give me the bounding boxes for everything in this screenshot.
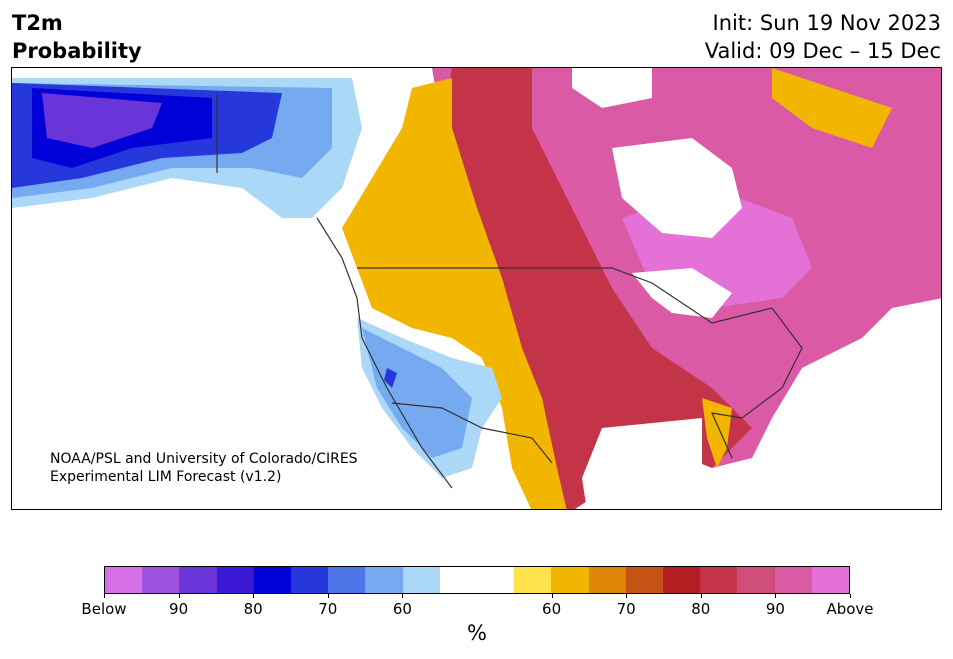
colorbar-tick-mark bbox=[327, 594, 329, 598]
borders bbox=[216, 93, 803, 489]
east-coastline bbox=[710, 307, 803, 459]
colorbar-tick-label: Below bbox=[81, 600, 127, 618]
colorbar-cell bbox=[402, 567, 440, 593]
colorbar-tick-mark bbox=[775, 594, 777, 598]
colorbar-tick-label: 70 bbox=[616, 600, 636, 618]
colorbar-cell bbox=[439, 567, 478, 593]
colorbar-tick-mark bbox=[626, 594, 628, 598]
valid-date: Valid: 09 Dec – 15 Dec bbox=[704, 39, 941, 63]
atlantic-ocean bbox=[733, 308, 941, 509]
map-canvas bbox=[12, 68, 941, 509]
colorbar-tick-mark bbox=[104, 594, 105, 598]
credit-text: NOAA/PSL and University of Colorado/CIRE… bbox=[50, 450, 358, 486]
colorbar-cell bbox=[700, 567, 738, 593]
colorbar-tick-label: Above bbox=[826, 600, 874, 618]
colorbar-cell bbox=[179, 567, 217, 593]
colorbar-cell bbox=[514, 567, 552, 593]
colorbar-tick-mark bbox=[402, 594, 404, 598]
us-canada-border bbox=[357, 267, 773, 324]
west-coastline bbox=[316, 217, 453, 489]
colorbar-tick-label: 90 bbox=[169, 600, 189, 618]
colorbar-tick-mark bbox=[551, 594, 553, 598]
colorbar-tick-mark bbox=[178, 594, 180, 598]
init-date: Init: Sun 19 Nov 2023 bbox=[712, 11, 941, 35]
probability-map: NOAA/PSL and University of Colorado/CIRE… bbox=[11, 67, 942, 510]
region-above-70-band bbox=[442, 68, 752, 509]
colorbar-cell bbox=[105, 567, 143, 593]
colorbar-tick-mark bbox=[850, 594, 851, 598]
colorbar-cell bbox=[253, 567, 292, 593]
colorbar-tick-label: 80 bbox=[691, 600, 711, 618]
colorbar-cell bbox=[737, 567, 775, 593]
colorbar-tick-label: 60 bbox=[542, 600, 562, 618]
colorbar bbox=[104, 566, 850, 594]
hudson-bay bbox=[612, 138, 742, 238]
us-mexico-border bbox=[391, 402, 553, 464]
colorbar-cell bbox=[774, 567, 812, 593]
credit-line-1: NOAA/PSL and University of Colorado/CIRE… bbox=[50, 451, 358, 467]
colorbar-tick-label: 80 bbox=[243, 600, 263, 618]
gulf-of-mexico bbox=[582, 418, 702, 509]
credit-line-2: Experimental LIM Forecast (v1.2) bbox=[50, 469, 282, 485]
region-above-60-arctic bbox=[772, 68, 892, 148]
colorbar-cell bbox=[291, 567, 329, 593]
colorbar-tick-label: 90 bbox=[765, 600, 785, 618]
colorbar-cell bbox=[588, 567, 626, 593]
title-line-1: T2m bbox=[12, 11, 63, 35]
map-title: T2m Probability bbox=[12, 9, 142, 65]
region-above-60-band bbox=[342, 78, 567, 509]
colorbar-cell bbox=[811, 567, 850, 593]
region-below-70-southwest bbox=[362, 328, 472, 458]
title-line-2: Probability bbox=[12, 39, 142, 63]
colorbar-tick-label: 70 bbox=[318, 600, 338, 618]
colorbar-tick-mark bbox=[700, 594, 702, 598]
great-lakes bbox=[632, 268, 732, 318]
colorbar-cell bbox=[365, 567, 403, 593]
colorbar-tick-label: 60 bbox=[392, 600, 412, 618]
colorbar-cell bbox=[328, 567, 366, 593]
colorbar-tick-mark bbox=[253, 594, 255, 598]
colorbar-cell bbox=[216, 567, 254, 593]
arctic-ocean bbox=[572, 68, 652, 108]
region-below-80-sw-coast bbox=[384, 368, 397, 388]
colorbar-cell bbox=[625, 567, 664, 593]
colorbar-cell bbox=[477, 567, 515, 593]
region-below-max-alaska bbox=[42, 93, 162, 148]
forecast-dates: Init: Sun 19 Nov 2023 Valid: 09 Dec – 15… bbox=[705, 9, 941, 65]
colorbar-cell bbox=[663, 567, 701, 593]
colorbar-cell bbox=[551, 567, 589, 593]
colorbar-unit: % bbox=[467, 621, 487, 645]
colorbar-cell bbox=[142, 567, 180, 593]
